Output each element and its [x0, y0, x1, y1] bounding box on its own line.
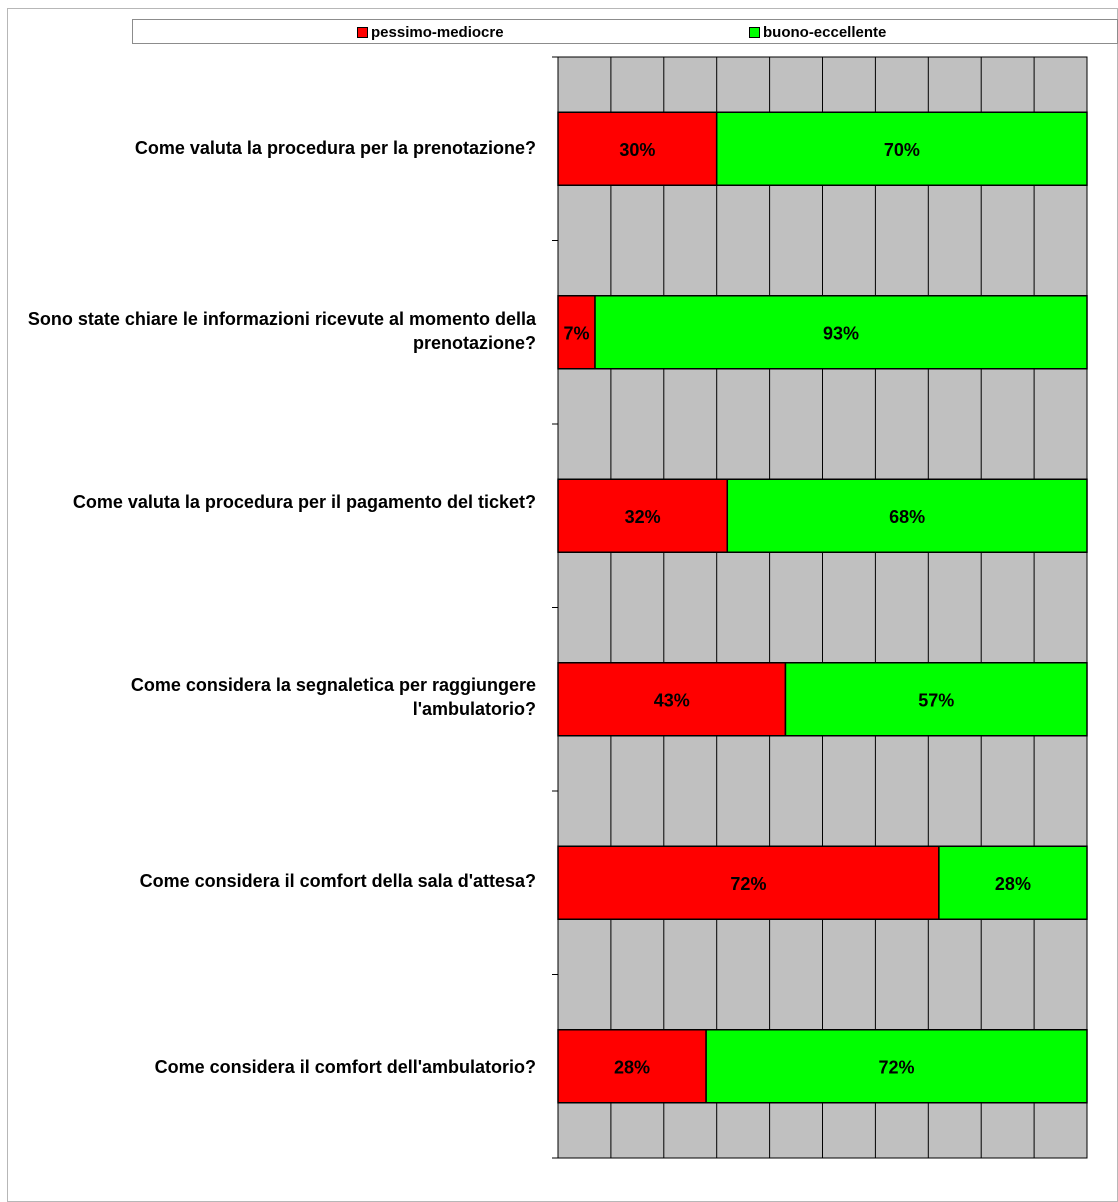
bar-buono-eccellente [705, 1029, 1088, 1104]
category-label: Come considera il comfort della sala d'a… [139, 871, 536, 891]
legend: pessimo-mediocre buono-eccellente [132, 19, 1118, 44]
data-label: 28% [995, 874, 1031, 894]
category-label: Sono state chiare le informazioni ricevu… [27, 309, 536, 353]
category-label: Come valuta la procedura per il pagament… [72, 492, 536, 512]
legend-label-pessimo-mediocre: pessimo-mediocre [371, 23, 504, 41]
data-label: 30% [619, 140, 655, 160]
data-label: 28% [614, 1057, 650, 1077]
category-label: Come considera il comfort dell'ambulator… [154, 1057, 536, 1077]
category-label: Come considera la segnaletica per raggiu… [130, 675, 536, 719]
bar-pessimo-mediocre [557, 662, 787, 737]
bar-buono-eccellente [715, 111, 1088, 186]
bar-pessimo-mediocre [557, 1029, 707, 1104]
data-label: 32% [625, 507, 661, 527]
data-label: 93% [823, 323, 859, 343]
bar-buono-eccellente [726, 478, 1088, 553]
data-label: 43% [654, 690, 690, 710]
legend-swatch-red [357, 26, 368, 38]
bar-buono-eccellente [784, 662, 1088, 737]
data-label: 7% [564, 323, 590, 343]
bar-pessimo-mediocre [557, 478, 729, 553]
legend-swatch-green [749, 26, 760, 38]
category-label: Come valuta la procedura per la prenotaz… [134, 138, 536, 158]
data-label: 68% [889, 507, 925, 527]
legend-item-buono-eccellente: buono-eccellente [749, 23, 886, 41]
bar-buono-eccellente [938, 845, 1088, 920]
legend-item-pessimo-mediocre: pessimo-mediocre [357, 23, 504, 41]
data-label: 57% [918, 690, 954, 710]
bar-buono-eccellente [594, 295, 1088, 370]
bar-pessimo-mediocre [557, 845, 940, 920]
data-label: 72% [879, 1057, 915, 1077]
data-label: 70% [884, 140, 920, 160]
data-label: 72% [730, 874, 766, 894]
legend-label-buono-eccellente: buono-eccellente [763, 23, 887, 41]
